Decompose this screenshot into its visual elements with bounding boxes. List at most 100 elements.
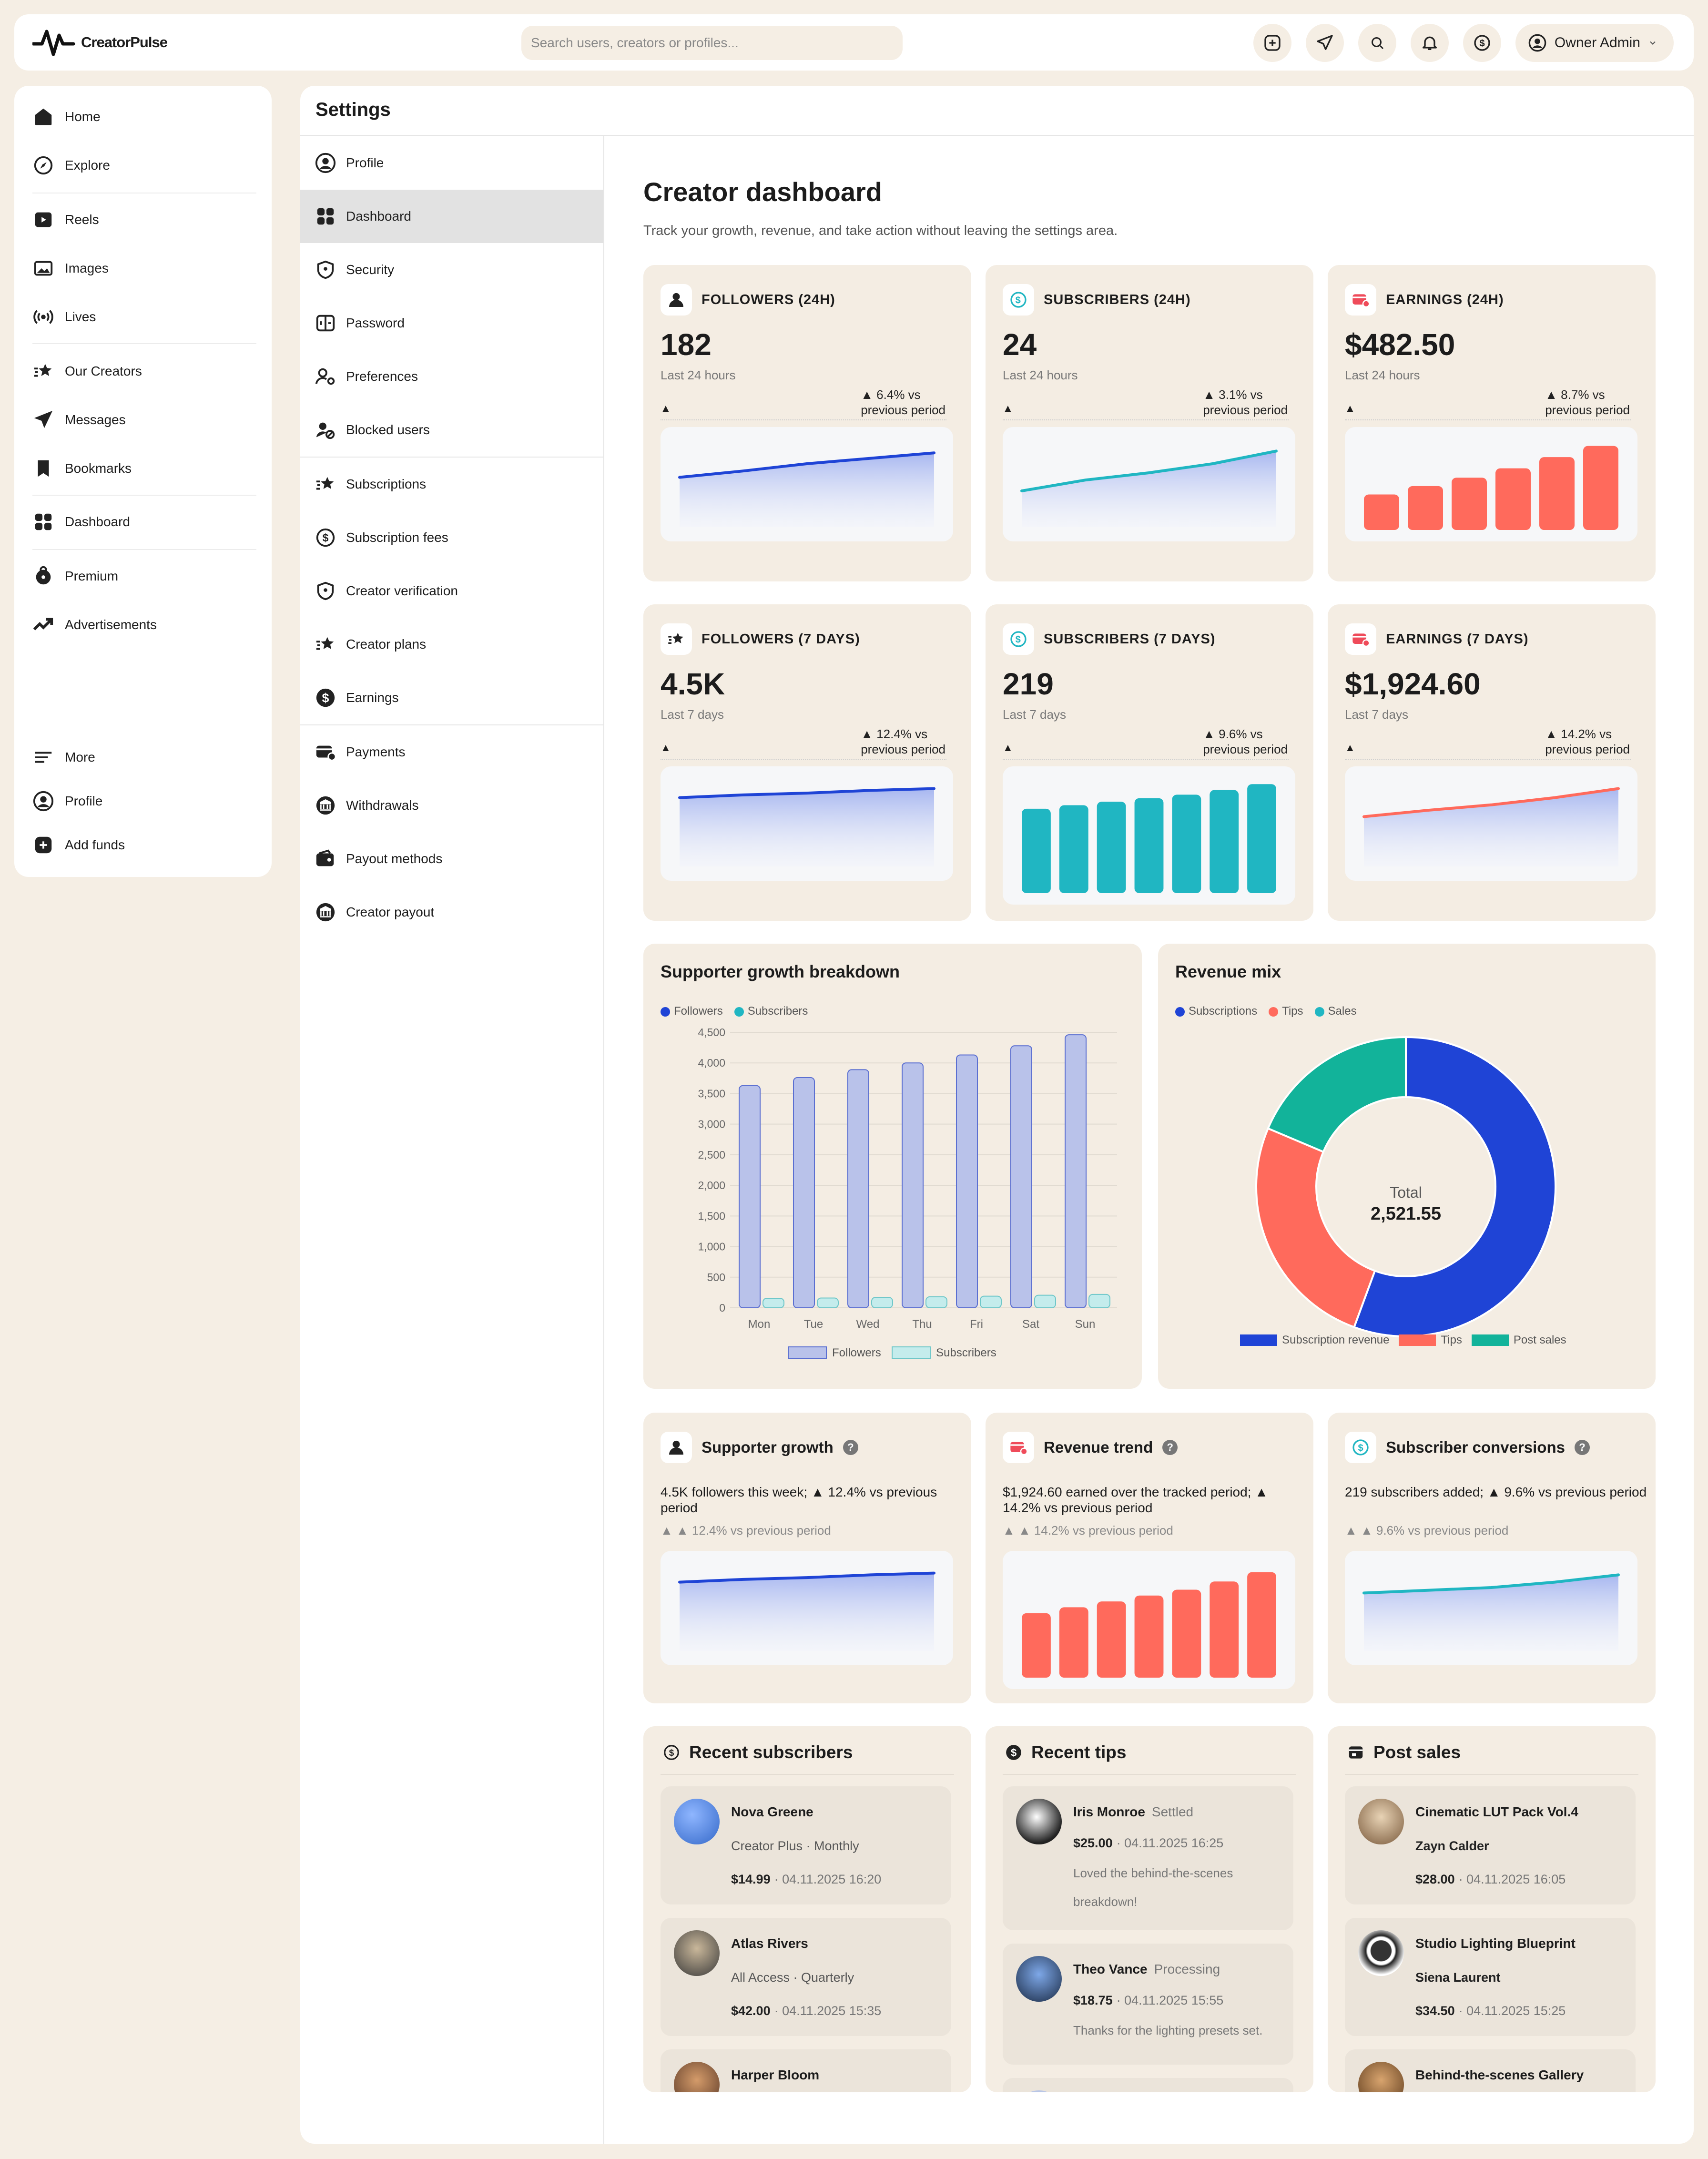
settings-item-earnings[interactable]: $ Earnings [300,671,603,724]
wallet-button[interactable]: $ [1463,24,1501,62]
search-button[interactable] [1358,24,1396,62]
divider [1003,759,1289,760]
settings-item-profile[interactable]: Profile [300,136,603,190]
list-header: $ Recent tips [1005,1742,1126,1762]
kpi-card: FOLLOWERS (24H) 182 Last 24 hours ▲ ▲ 6.… [643,265,971,581]
nav-item-reels[interactable]: Reels [32,209,99,231]
nav-item-explore[interactable]: Explore [32,154,110,176]
list-item[interactable]: Nova Greene Creator Plus · Monthly $14.9… [661,1786,951,1904]
spark-area [680,788,934,866]
settings-item-payments[interactable]: Payments [300,725,603,779]
help-icon[interactable]: ? [1162,1440,1178,1455]
legend-item-subscriptions[interactable]: Subscriptions [1175,1005,1257,1018]
nav-label: Dashboard [65,514,130,529]
list-item[interactable]: Theo Vance Processing $18.75 · 04.11.2025 … [1003,1944,1293,2065]
list-item[interactable]: Behind-the-scenes Gallery [1345,2049,1636,2092]
y-tick-label: 1,000 [698,1241,725,1253]
list-item[interactable]: Cinematic LUT Pack Vol.4 Zayn Calder $28… [1345,1786,1636,1904]
nav-label: Our Creators [65,364,142,378]
legend-item-sales[interactable]: Sales [1314,1005,1357,1018]
list-item[interactable] [1003,2078,1293,2092]
insight-description: 4.5K followers this week; ▲ 12.4% vs pre… [661,1485,937,1515]
kpi-header: $ SUBSCRIBERS (7 DAYS) [1003,623,1216,655]
settings-item-subscription-fees[interactable]: $ Subscription fees [300,511,603,564]
kpi-card: EARNINGS (7 DAYS) $1,924.60 Last 7 days … [1328,604,1656,921]
settings-item-creator-plans[interactable]: Creator plans [300,618,603,671]
settings-item-preferences[interactable]: Preferences [300,350,603,403]
notifications-button[interactable] [1410,24,1449,62]
legend-label: Tips [1282,1005,1303,1018]
kpi-period: Last 24 hours [1345,368,1420,382]
star-speed-icon [34,364,52,377]
spark-bar [1495,468,1531,530]
spark-bar [1097,1601,1126,1678]
settings-item-security[interactable]: Security [300,243,603,296]
nav-item-messages[interactable]: Messages [32,409,126,431]
help-icon[interactable]: ? [843,1440,858,1455]
legend-item-subscription-revenue[interactable]: Subscription revenue [1240,1334,1389,1347]
settings-item-withdrawals[interactable]: Withdrawals [300,779,603,832]
list-item[interactable]: Iris Monroe Settled $25.00 · 04.11.2025 16… [1003,1786,1293,1930]
kpi-delta-caption: previous period [861,403,946,417]
nav-label: Advertisements [65,617,157,632]
nav-item-profile[interactable]: Profile [32,790,102,812]
legend-item-post-sales[interactable]: Post sales [1471,1334,1566,1347]
list-item[interactable]: Studio Lighting Blueprint Siena Laurent … [1345,1918,1636,2036]
user-gear-icon [315,368,335,385]
settings-item-creator-payout[interactable]: Creator payout [300,886,603,939]
user-blocked-icon [316,422,335,439]
nav-item-dashboard[interactable]: Dashboard [32,511,130,533]
chart-legend-bottom: Subscription revenue Tips Post sales [1240,1334,1566,1347]
avatar [674,1930,720,1976]
help-icon[interactable]: ? [1574,1440,1590,1455]
nav-item-add-funds[interactable]: Add funds [32,834,125,856]
nav-item-our-creators[interactable]: Our Creators [32,360,142,382]
user-menu[interactable]: Owner Admin [1515,24,1674,62]
x-tick-label: Fri [970,1318,983,1331]
list-item[interactable]: Harper Bloom [661,2049,951,2092]
legend-item-tips[interactable]: Tips [1269,1005,1303,1018]
donut-total-value: 2,521.55 [1371,1204,1441,1224]
kpi-icon: $ [1003,284,1034,316]
settings-item-password[interactable]: Password [300,296,603,350]
nav-item-bookmarks[interactable]: Bookmarks [32,458,132,479]
bar-subscribers [980,1295,1002,1309]
spark-bar [1408,486,1443,530]
settings-item-payout-methods[interactable]: Payout methods [300,832,603,886]
kpi-card: FOLLOWERS (7 DAYS) 4.5K Last 7 days ▲ ▲ … [643,604,971,921]
settings-item-label: Dashboard [346,209,411,224]
nav-item-images[interactable]: Images [32,257,109,279]
bar-followers [739,1085,761,1308]
search-input[interactable]: Search users, creators or profiles... [521,26,903,60]
nav-item-premium[interactable]: Premium [32,565,118,587]
legend-item-tips[interactable]: Tips [1399,1334,1462,1347]
donut-slice [1267,1036,1407,1153]
bar-subscribers [925,1296,947,1309]
nav-item-advertisements[interactable]: Advertisements [32,614,157,636]
spark-line [678,1571,935,1584]
legend-item-followers[interactable]: Followers [661,1005,723,1018]
kpi-header: FOLLOWERS (24H) [661,284,835,316]
settings-item-blocked-users[interactable]: Blocked users [300,403,603,457]
sparkline-svg [1022,1572,1276,1678]
settings-item-creator-verification[interactable]: Creator verification [300,564,603,618]
spark-area [1364,788,1618,866]
legend-item-subscribers[interactable]: Subscribers [734,1005,808,1018]
sparkline-svg [1020,449,1278,527]
spark-bar [1134,798,1164,893]
messages-button[interactable] [1305,24,1344,62]
timestamp: · 04.11.2025 15:25 [1458,2004,1566,2018]
settings-item-subscriptions[interactable]: Subscriptions [300,458,603,511]
app-logo[interactable]: CreatorPulse [32,27,168,58]
nav-item-more[interactable]: More [32,746,95,768]
search-placeholder: Search users, creators or profiles... [531,35,739,50]
bar-followers [847,1069,869,1308]
nav-item-home[interactable]: Home [32,106,101,128]
settings-item-dashboard[interactable]: Dashboard [300,190,603,243]
x-tick-label: Tue [804,1318,823,1331]
kpi-period: Last 7 days [661,707,724,722]
nav-item-lives[interactable]: Lives [32,306,96,328]
user-circle-icon [1528,34,1546,52]
create-post-button[interactable] [1253,24,1291,62]
list-item[interactable]: Atlas Rivers All Access · Quarterly $42.… [661,1918,951,2036]
